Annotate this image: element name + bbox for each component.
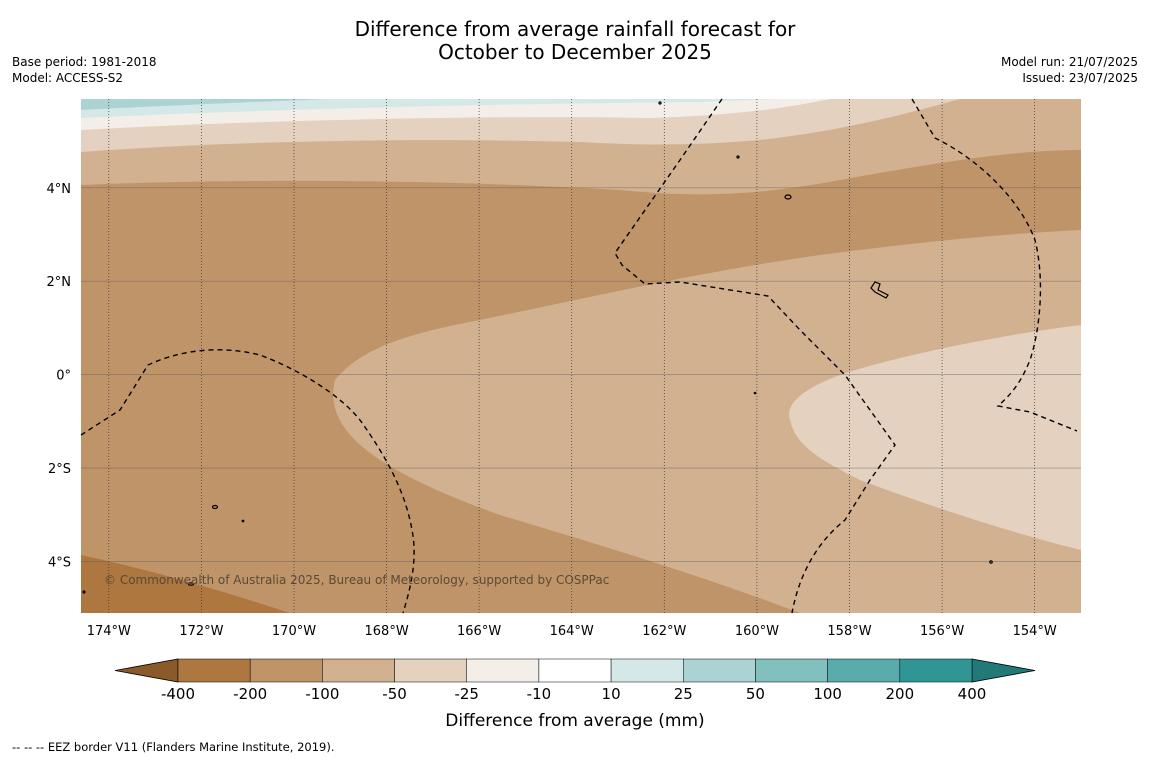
lon-tick-label: 164°W (550, 624, 594, 639)
copyright-notice: © Commonwealth of Australia 2025, Bureau… (104, 573, 609, 587)
map-title: Difference from average rainfall forecas… (0, 18, 1150, 64)
colorbar-swatch (683, 658, 756, 683)
title-line-1: Difference from average rainfall forecas… (354, 17, 796, 41)
lat-tick-label: 0° (56, 369, 71, 384)
colorbar-tick-label: -400 (161, 685, 195, 703)
colorbar-swatch (538, 658, 612, 683)
lon-tick-label: 168°W (365, 624, 409, 639)
colorbar-tick-label: 50 (746, 685, 765, 703)
map-gridlines (81, 99, 1081, 613)
colorbar-tick-label: -25 (454, 685, 479, 703)
title-line-2: October to December 2025 (438, 40, 712, 64)
colorbar-swatch (827, 658, 901, 683)
eez-legend-note: -- -- -- EEZ border V11 (Flanders Marine… (12, 740, 335, 754)
colorbar-label: Difference from average (mm) (445, 711, 704, 731)
colorbar: -400 -200 -100 -50 -25 -10 10 25 50 100 200 400 (114, 658, 1036, 703)
colorbar-swatch (899, 658, 973, 683)
island (187, 582, 195, 586)
axis-tick-labels: 174°W 172°W 170°W 168°W 166°W 164°W 162°W 160°W… (47, 182, 1057, 639)
island (736, 155, 740, 159)
colorbar-swatch (249, 658, 323, 683)
issued-date: Issued: 23/07/2025 (1022, 71, 1138, 85)
colorbar-low-extension (114, 658, 179, 683)
colorbar-tick-label: 400 (958, 685, 987, 703)
colorbar-tick-label: 10 (602, 685, 621, 703)
lon-tick-label: 158°W (827, 624, 871, 639)
colorbar-high-extension (971, 658, 1036, 683)
island (989, 560, 993, 564)
rainfall-map: © Commonwealth of Australia 2025, Bureau… (47, 98, 1081, 731)
island (784, 194, 792, 200)
lon-tick-label: 154°W (1013, 624, 1057, 639)
lat-tick-label: 2°S (48, 462, 71, 477)
colorbar-tick-label: 100 (813, 685, 842, 703)
island (870, 281, 889, 299)
colorbar-tick-label: -50 (382, 685, 407, 703)
colorbar-tick-label: 25 (674, 685, 693, 703)
island (82, 590, 86, 594)
eez-border-east (911, 98, 1078, 432)
colorbar-swatch (755, 658, 828, 683)
lat-tick-label: 4°S (48, 556, 71, 571)
model-info: Base period: 1981-2018 Model: ACCESS-S2 (12, 54, 157, 86)
colorbar-swatch (466, 658, 540, 683)
lat-tick-label: 4°N (47, 182, 72, 197)
lon-tick-label: 166°W (457, 624, 501, 639)
lon-tick-label: 156°W (920, 624, 964, 639)
fill-moderate-wet-north (81, 99, 330, 110)
colorbar-swatch (322, 658, 395, 683)
colorbar-tick-label: -100 (305, 685, 339, 703)
eez-border-central (614, 98, 896, 614)
colorbar-swatch (177, 658, 251, 683)
fill-strong-dry-southwest (81, 555, 290, 613)
colorbar-swatch (394, 658, 467, 683)
model-name: Model: ACCESS-S2 (12, 71, 124, 85)
colorbar-tick-label: 200 (885, 685, 914, 703)
base-period: Base period: 1981-2018 (12, 55, 157, 69)
colorbar-swatch (610, 658, 684, 683)
fill-weak-dry-tongue (333, 230, 1081, 613)
run-info: Model run: 21/07/2025 Issued: 23/07/2025 (1001, 54, 1138, 86)
island (753, 391, 757, 395)
fill-near-normal-east (789, 325, 1081, 550)
island (211, 504, 219, 510)
lon-tick-label: 170°W (272, 624, 316, 639)
colorbar-tick-label: -10 (527, 685, 552, 703)
model-run: Model run: 21/07/2025 (1000, 55, 1138, 69)
eez-borders (80, 98, 1078, 614)
lon-tick-label: 172°W (179, 624, 223, 639)
fill-wet-north (81, 99, 780, 118)
colorbar-tick-label: -200 (233, 685, 267, 703)
lon-tick-label: 174°W (87, 624, 131, 639)
lon-tick-label: 160°W (735, 624, 779, 639)
islands (82, 101, 993, 594)
lon-tick-label: 162°W (642, 624, 686, 639)
lat-tick-label: 2°N (47, 275, 72, 290)
map-fill (81, 99, 1081, 613)
island (658, 101, 662, 105)
island (241, 519, 245, 523)
